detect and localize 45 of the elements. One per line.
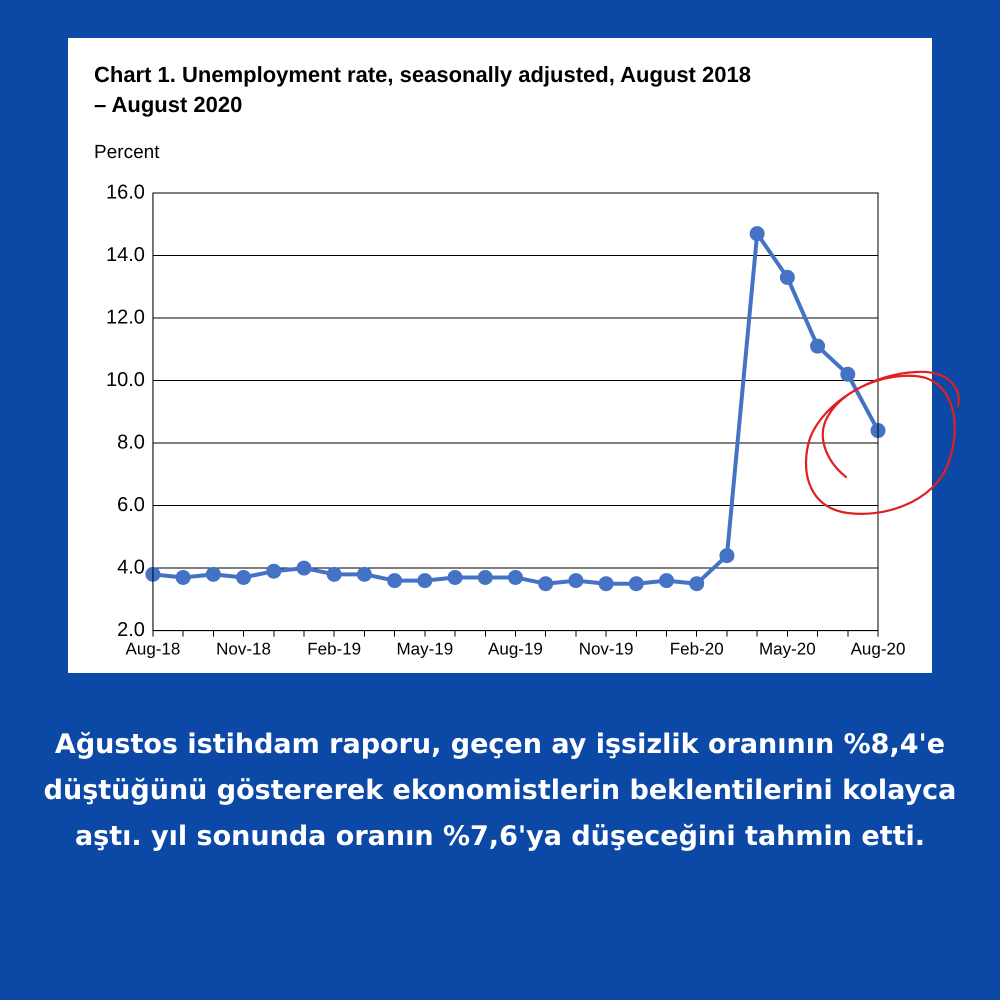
point [719,548,734,564]
y-tick-label: 10.0 [106,369,145,392]
y-tick-label: 8.0 [117,432,145,454]
y-tick-label: 14.0 [106,244,145,266]
y-tick-label: 4.0 [117,556,145,579]
point [266,564,282,579]
x-tick-label: Aug-19 [488,639,543,658]
point [236,570,252,585]
point [750,226,765,242]
point [145,566,160,582]
point [356,566,372,582]
y-tick-label: 6.0 [117,494,145,516]
y-tick-label: 16.0 [106,182,145,204]
point [417,573,432,588]
y-tick-label: 12.0 [106,306,145,329]
point [326,566,342,582]
x-tick-label: Feb-19 [307,639,362,658]
point [296,560,312,576]
point [659,573,674,588]
text: Ağustos istihdam raporu, geçen ay işsizlik oranının %8,4'e düştüğünü göstererek ekonomistlerin beklentilerini kolayca aştı. yıl sonunda oranın %7,6'ya düşeceğini tahmin etti. [42,728,958,854]
x-tick-label: Aug-18 [126,639,180,658]
point [387,573,402,588]
point [478,570,493,585]
point [780,270,795,285]
y-tick-label: 2.0 [117,619,145,642]
point [568,573,584,588]
x-tick-label: Nov-19 [578,639,634,658]
chart-title: Chart 1. Unemployment rate, seasonally adjusted, August 2018 – August 2020 [94,61,752,119]
point [870,423,886,438]
point [810,338,826,354]
point [206,566,221,582]
point [508,570,523,585]
point [538,576,554,592]
point [840,366,856,382]
point [689,576,704,592]
point [598,576,614,592]
y-axis-title: Percent [94,142,160,164]
x-tick-label: Feb-20 [670,639,724,658]
x-tick-label: May-19 [396,639,454,658]
point [448,570,463,585]
x-tick-label: May-20 [759,639,816,658]
point [176,570,191,585]
x-tick-label: Aug-20 [850,639,906,658]
x-tick-label: Nov-18 [216,639,271,658]
point [628,576,644,592]
